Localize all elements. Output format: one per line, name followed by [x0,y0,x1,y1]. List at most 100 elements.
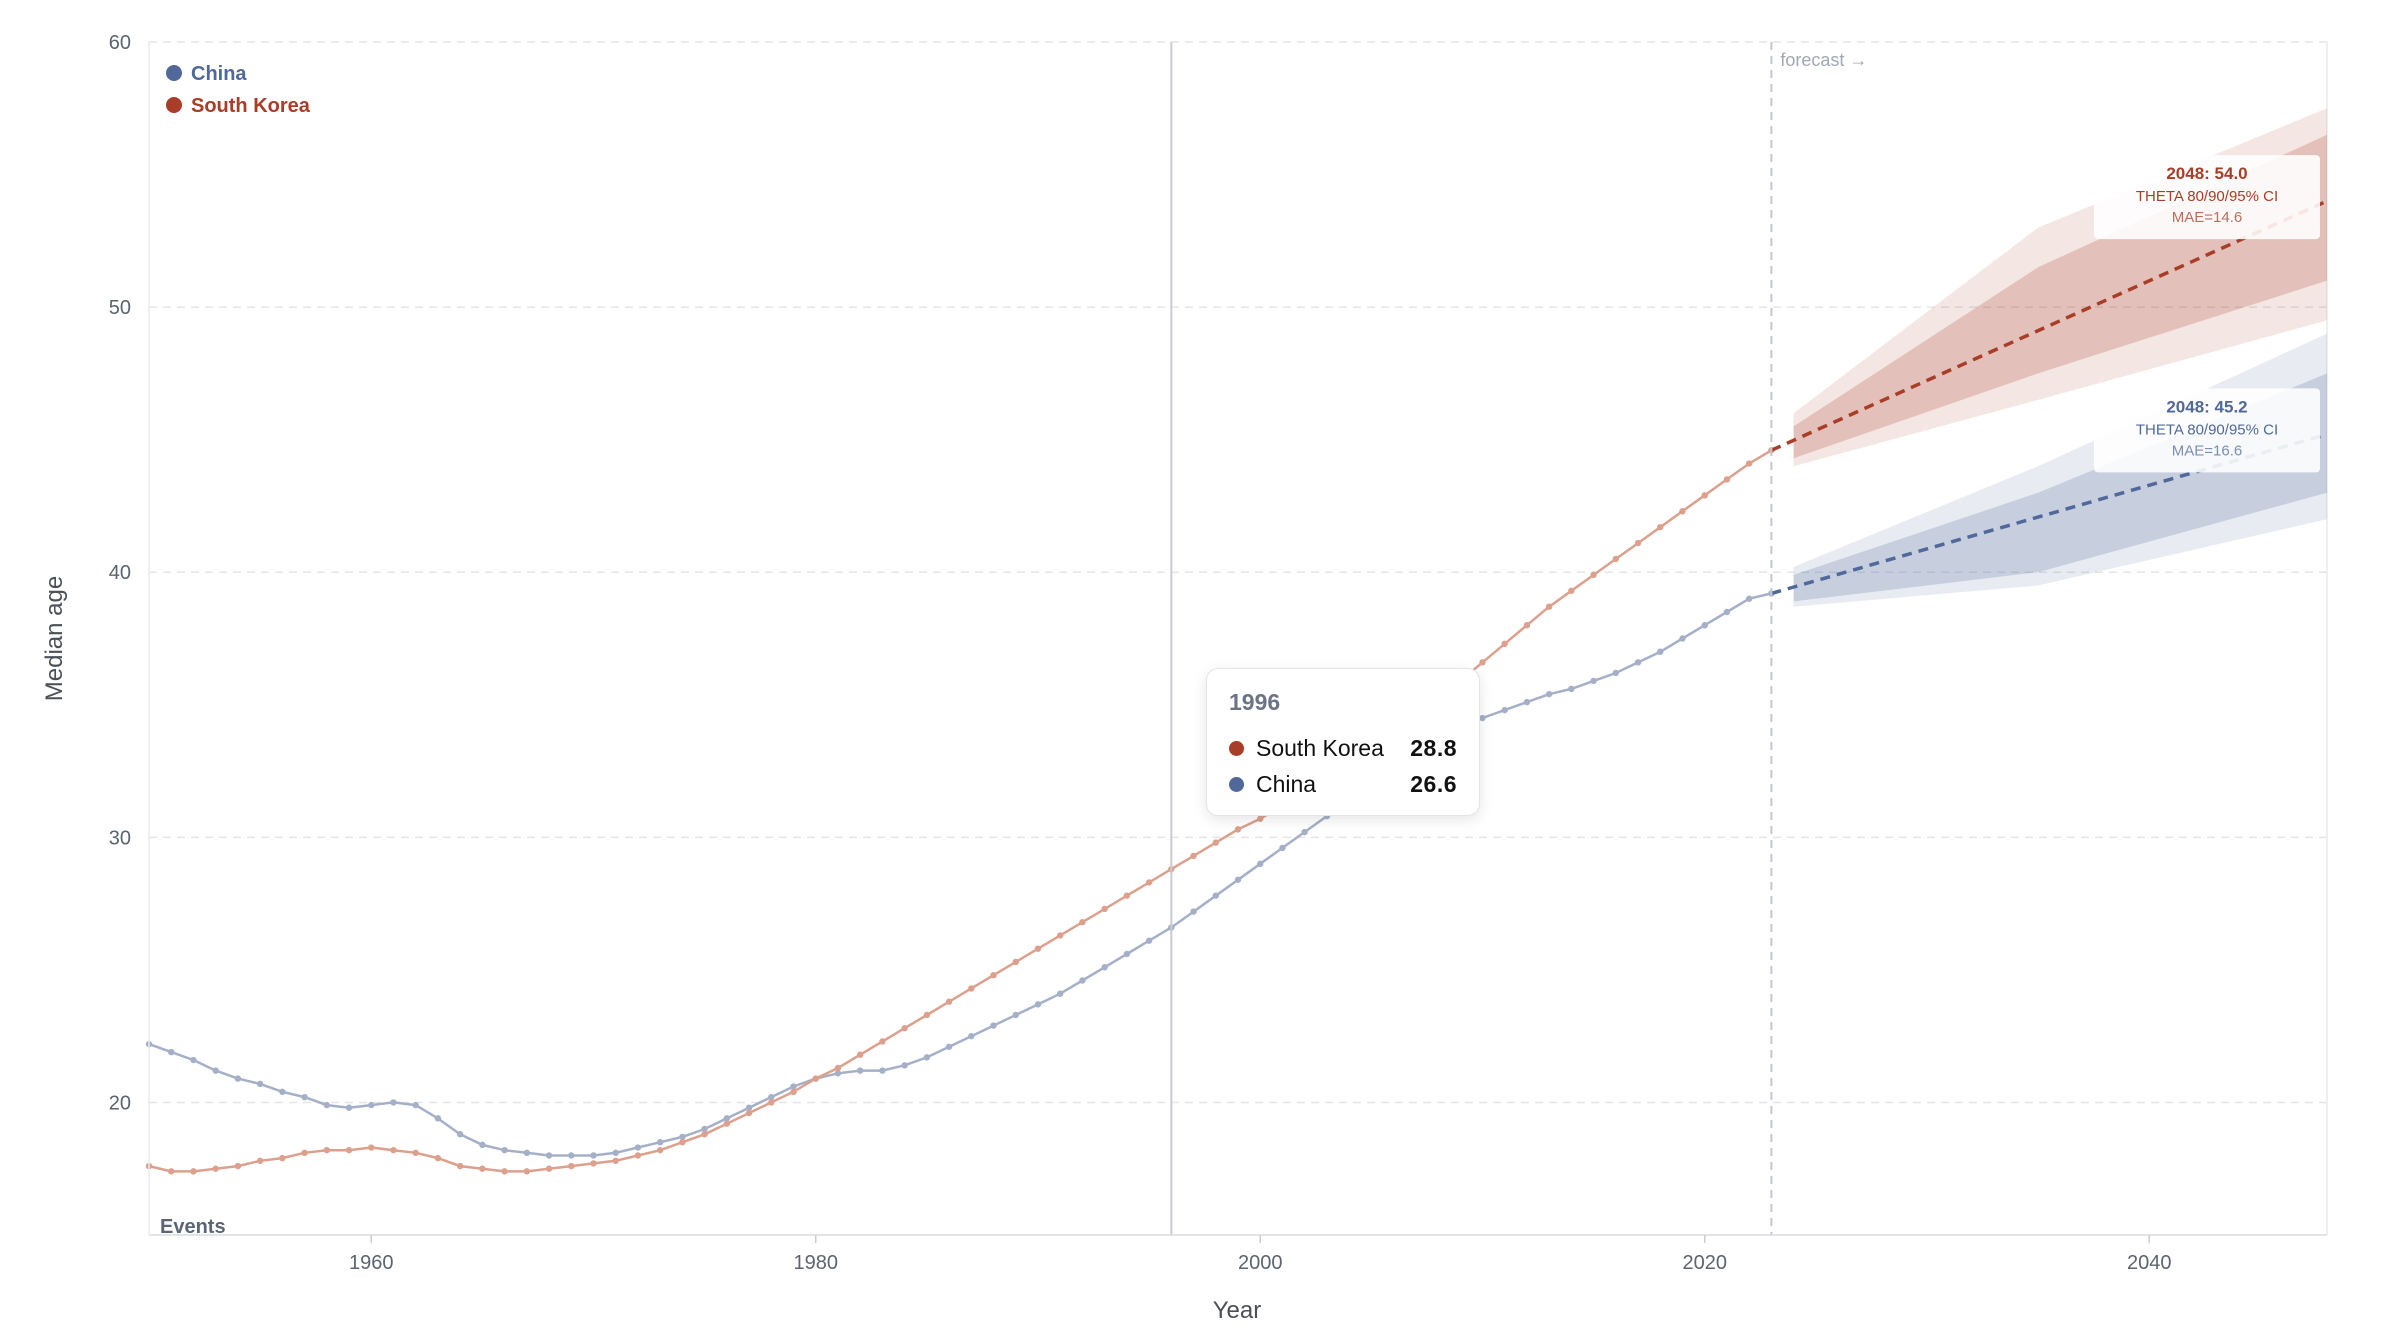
data-point[interactable] [1301,828,1308,836]
data-point[interactable] [1212,892,1219,899]
data-point[interactable] [1012,1011,1019,1019]
data-point[interactable] [590,1160,597,1167]
data-point[interactable] [190,1056,197,1064]
data-point[interactable] [212,1165,219,1172]
legend-label[interactable]: China [191,63,247,85]
data-point[interactable] [634,1152,642,1159]
data-point[interactable] [990,1022,997,1029]
data-point[interactable] [412,1101,419,1109]
data-point[interactable] [834,1070,842,1077]
data-point[interactable] [1745,460,1753,467]
data-point[interactable] [1012,958,1019,966]
data-point[interactable] [1501,640,1508,648]
data-point[interactable] [1612,555,1620,563]
data-point[interactable] [301,1093,308,1101]
data-point[interactable] [434,1154,442,1162]
data-point[interactable] [1101,964,1108,971]
data-point[interactable] [1145,879,1153,886]
data-point[interactable] [1523,622,1531,629]
data-point[interactable] [656,1146,664,1154]
data-point[interactable] [745,1109,753,1117]
data-point[interactable] [368,1101,375,1109]
data-point[interactable] [212,1067,219,1074]
data-point[interactable] [434,1115,442,1122]
data-point[interactable] [1545,690,1553,698]
data-point[interactable] [1501,706,1508,714]
data-point[interactable] [590,1152,597,1159]
data-point[interactable] [701,1131,708,1138]
data-point[interactable] [901,1062,908,1069]
data-point[interactable] [968,1032,975,1040]
data-point[interactable] [168,1048,175,1056]
data-point[interactable] [856,1051,864,1058]
data-point[interactable] [945,1043,953,1050]
data-point[interactable] [1123,950,1131,958]
data-point[interactable] [612,1157,619,1164]
data-point[interactable] [834,1064,842,1072]
data-point[interactable] [1101,905,1108,913]
data-point[interactable] [1723,476,1731,483]
data-point[interactable] [1523,698,1531,706]
data-point[interactable] [990,971,997,979]
data-point[interactable] [790,1088,797,1096]
data-point[interactable] [568,1162,575,1170]
data-point[interactable] [1034,945,1042,952]
data-point[interactable] [656,1139,664,1146]
data-point[interactable] [1568,685,1575,693]
data-point[interactable] [1590,571,1597,579]
data-point[interactable] [1079,977,1086,984]
data-point[interactable] [390,1099,397,1106]
data-point[interactable] [923,1054,931,1061]
data-point[interactable] [1212,839,1219,846]
data-point[interactable] [945,998,953,1005]
data-point[interactable] [345,1146,353,1154]
data-point[interactable] [679,1133,686,1141]
data-point[interactable] [968,985,975,992]
data-point[interactable] [1234,826,1242,833]
data-point[interactable] [1234,876,1242,883]
data-point[interactable] [923,1011,931,1019]
data-point[interactable] [768,1093,775,1101]
data-point[interactable] [1723,608,1731,616]
data-point[interactable] [1657,523,1664,531]
data-point[interactable] [1145,937,1153,944]
data-point[interactable] [279,1088,286,1096]
data-point[interactable] [679,1139,686,1146]
data-point[interactable] [1679,508,1686,515]
data-point[interactable] [901,1025,908,1032]
data-point[interactable] [545,1165,553,1172]
data-point[interactable] [1745,595,1753,602]
data-point[interactable] [523,1149,531,1157]
data-point[interactable] [568,1152,575,1159]
data-point[interactable] [234,1075,242,1082]
data-point[interactable] [1545,603,1553,610]
data-point[interactable] [1634,539,1642,547]
data-point[interactable] [1479,659,1486,666]
data-point[interactable] [723,1120,731,1127]
data-point[interactable] [856,1067,864,1074]
data-point[interactable] [412,1149,419,1157]
data-point[interactable] [723,1115,731,1122]
data-point[interactable] [1057,990,1064,997]
data-point[interactable] [1279,844,1286,852]
data-point[interactable] [323,1146,330,1154]
data-point[interactable] [1634,659,1642,666]
data-point[interactable] [612,1149,619,1157]
data-point[interactable] [479,1141,486,1149]
data-point[interactable] [390,1146,397,1154]
data-point[interactable] [368,1144,375,1151]
data-point[interactable] [812,1075,819,1082]
data-point[interactable] [1568,587,1575,594]
data-point[interactable] [479,1165,486,1172]
data-point[interactable] [701,1125,708,1133]
data-point[interactable] [1257,815,1264,822]
data-point[interactable] [523,1168,531,1175]
data-point[interactable] [456,1162,464,1170]
data-point[interactable] [168,1168,175,1175]
data-point[interactable] [1701,622,1708,629]
data-point[interactable] [1257,860,1264,868]
data-point[interactable] [790,1083,797,1090]
data-point[interactable] [256,1157,264,1164]
data-point[interactable] [768,1099,775,1106]
data-point[interactable] [1679,635,1686,642]
